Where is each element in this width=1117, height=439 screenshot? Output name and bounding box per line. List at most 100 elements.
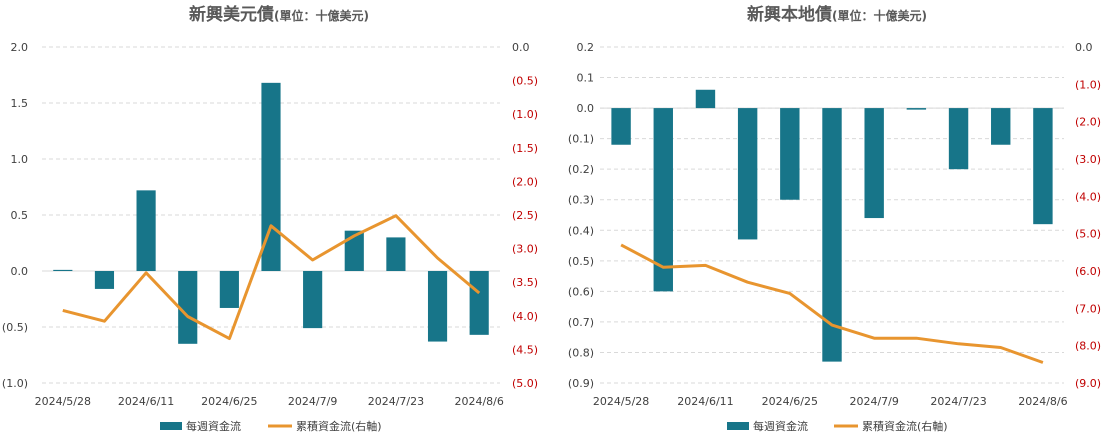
left-axis-ticks: 2.0 1.5 1.0 0.5 0.0 (0.5) (1.0): [2, 41, 28, 390]
left-tick-label: (0.5): [568, 255, 594, 268]
right-tick-label: (3.0): [512, 243, 538, 256]
x-tick-label: 2024/6/11: [677, 395, 733, 408]
right-tick-label: (1.0): [1075, 78, 1101, 91]
bars: [611, 89, 1053, 362]
x-tick-label: 2024/7/9: [849, 395, 898, 408]
bar-2024/6/21: [780, 108, 800, 200]
x-tick-label: 2024/7/23: [368, 395, 424, 408]
right-tick-label: (9.0): [1075, 377, 1101, 390]
bar-2024/5/24: [53, 269, 73, 271]
x-tick-label: 2024/6/11: [118, 395, 174, 408]
left-tick-label: (0.2): [568, 163, 594, 176]
chart-title: 新興美元債(單位：十億美元): [189, 4, 369, 25]
legend-bar-swatch: [727, 422, 749, 430]
left-tick-label: (0.3): [568, 194, 594, 207]
right-tick-label: (4.5): [512, 343, 538, 356]
right-tick-label: (1.0): [512, 108, 538, 121]
right-tick-label: (1.5): [512, 142, 538, 155]
left-tick-label: (0.4): [568, 224, 594, 237]
bars: [53, 82, 489, 344]
bar-2024/8/2: [1033, 108, 1053, 225]
right-tick-label: (3.0): [1075, 153, 1101, 166]
bar-2024/7/19: [948, 108, 969, 170]
cumulative-line: [62, 214, 481, 341]
legend-bar-label: 每週資金流: [186, 419, 241, 433]
bar-2024/6/7: [136, 190, 156, 271]
cumulative-flow-line: [62, 214, 481, 341]
cumulative-line: [620, 243, 1044, 364]
left-tick-label: (0.7): [568, 316, 594, 329]
right-tick-label: (3.5): [512, 276, 538, 289]
left-tick-label: 0.0: [11, 265, 29, 278]
right-tick-label: (4.0): [512, 310, 538, 323]
x-axis-ticks: 2024/5/28 2024/6/11 2024/6/25 2024/7/9 2024/…: [35, 395, 504, 408]
left-tick-label: 0.2: [577, 41, 595, 54]
left-tick-label: 0.1: [577, 72, 595, 85]
bar-2024/6/21: [219, 271, 239, 308]
chart-emerging-usd-bonds: 新興美元債(單位：十億美元) 2.0 1.5 1.0 0.5 0.0 (0.5) (1.0)…: [2, 4, 538, 433]
bar-2024/7/5: [303, 271, 323, 329]
right-tick-label: 0.0: [512, 41, 530, 54]
bar-2024/5/31: [653, 108, 673, 292]
right-tick-label: (7.0): [1075, 302, 1101, 315]
left-tick-label: 1.0: [11, 153, 29, 166]
right-tick-label: (8.0): [1075, 340, 1101, 353]
right-tick-label: (0.5): [512, 75, 538, 88]
bar-2024/6/14: [737, 108, 758, 240]
x-tick-label: 2024/8/6: [1018, 395, 1067, 408]
bar-2024/5/24: [611, 108, 631, 145]
x-tick-label: 2024/8/6: [454, 395, 503, 408]
left-tick-label: 0.0: [577, 102, 595, 115]
right-tick-label: 0.0: [1075, 41, 1093, 54]
bar-2024/8/2: [469, 271, 489, 335]
bar-2024/7/12: [344, 230, 364, 271]
left-tick-label: (0.9): [568, 377, 594, 390]
left-tick-label: 1.5: [11, 97, 29, 110]
left-tick-label: (0.1): [568, 133, 594, 146]
legend-bar-label: 每週資金流: [753, 419, 808, 433]
bar-2024/6/28: [261, 82, 281, 271]
gridlines: [42, 46, 500, 384]
bar-2024/6/28: [822, 108, 842, 362]
x-axis-ticks: 2024/5/28 2024/6/11 2024/6/25 2024/7/9 2024/…: [593, 395, 1068, 408]
right-tick-label: (4.0): [1075, 190, 1101, 203]
right-tick-label: (5.0): [512, 377, 538, 390]
chart-title: 新興本地債(單位：十億美元): [747, 4, 927, 25]
x-tick-label: 2024/7/23: [930, 395, 986, 408]
right-tick-label: (2.0): [1075, 116, 1101, 129]
left-axis-ticks: 0.2 0.1 0.0 (0.1) (0.2) (0.3) (0.4) (0.5) (0.6) (…: [568, 41, 594, 390]
right-axis-ticks: 0.0 (1.0) (2.0) (3.0) (4.0) (5.0) (6.0) (7.0) (8…: [1075, 41, 1101, 390]
legend: 每週資金流 累積資金流(右軸): [160, 419, 382, 433]
bar-2024/7/19: [386, 237, 406, 271]
right-axis-ticks: 0.0 (0.5) (1.0) (1.5) (2.0) (2.5) (3.0) (3.5) (4…: [512, 41, 538, 390]
right-tick-label: (6.0): [1075, 265, 1101, 278]
bar-2024/7/12: [906, 108, 927, 110]
chart-emerging-local-bonds: 新興本地債(單位：十億美元) 0.2 0.1 0.0 (0.1) (0.2) (0.3) (…: [568, 4, 1101, 433]
left-tick-label: (0.8): [568, 346, 594, 359]
left-tick-label: (0.6): [568, 285, 594, 298]
x-tick-label: 2024/5/28: [593, 395, 649, 408]
right-tick-label: (2.0): [512, 175, 538, 188]
bar-2024/7/5: [864, 108, 884, 219]
bar-2024/7/26: [991, 108, 1011, 145]
legend-line-label: 累積資金流(右軸): [296, 419, 382, 433]
left-tick-label: 0.5: [11, 209, 29, 222]
right-tick-label: (5.0): [1075, 228, 1101, 241]
bar-2024/5/31: [94, 271, 115, 289]
left-tick-label: 2.0: [11, 41, 29, 54]
left-tick-label: (0.5): [2, 321, 28, 334]
x-tick-label: 2024/5/28: [35, 395, 91, 408]
x-tick-label: 2024/6/25: [201, 395, 257, 408]
legend-bar-swatch: [160, 422, 182, 430]
legend: 每週資金流 累積資金流(右軸): [727, 419, 948, 433]
bar-2024/7/26: [427, 271, 448, 342]
x-tick-label: 2024/6/25: [762, 395, 818, 408]
left-tick-label: (1.0): [2, 377, 28, 390]
bar-2024/6/7: [695, 89, 716, 109]
x-tick-label: 2024/7/9: [288, 395, 337, 408]
legend-line-label: 累積資金流(右軸): [862, 419, 948, 433]
cumulative-flow-line: [620, 243, 1044, 364]
right-tick-label: (2.5): [512, 209, 538, 222]
bar-2024/6/14: [178, 271, 198, 344]
